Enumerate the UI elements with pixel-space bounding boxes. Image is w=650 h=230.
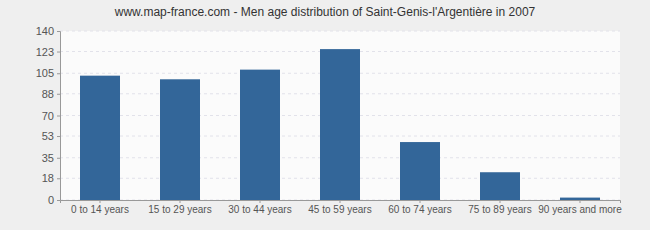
- x-tick-label: 75 to 89 years: [468, 204, 531, 215]
- bar: [160, 79, 200, 200]
- y-tick-label: 140: [36, 25, 54, 37]
- x-tick-mark: [100, 200, 101, 203]
- y-tick: 70: [42, 110, 60, 122]
- bar: [480, 172, 520, 200]
- x-tick: 75 to 89 years: [468, 200, 531, 215]
- x-axis-line: [61, 201, 621, 204]
- y-axis-line: [57, 32, 61, 201]
- y-tick: 88: [42, 88, 60, 100]
- y-tick-label: 35: [42, 152, 54, 164]
- x-tick-label: 90 years and more: [538, 204, 622, 215]
- y-tick: 0: [48, 194, 60, 206]
- y-tick-mark: [57, 200, 60, 201]
- chart: 0 18 35 53 70 88 105 123 140 0 to 14 years 15 to 2…: [0, 0, 650, 230]
- x-tick-label: 45 to 59 years: [308, 204, 371, 215]
- y-tick: 123: [36, 46, 60, 58]
- x-tick: 30 to 44 years: [228, 200, 291, 215]
- y-tick-label: 105: [36, 67, 54, 79]
- y-tick-mark: [57, 158, 60, 159]
- y-tick-label: 0: [48, 194, 54, 206]
- y-tick: 140: [36, 25, 60, 37]
- x-tick: 45 to 59 years: [308, 200, 371, 215]
- x-tick-mark: [500, 200, 501, 203]
- y-tick: 105: [36, 67, 60, 79]
- y-tick-label: 70: [42, 110, 54, 122]
- title: www.map-france.com - Men age distributio…: [114, 5, 536, 19]
- x-tick-label: 60 to 74 years: [388, 204, 451, 215]
- bar: [80, 76, 120, 200]
- y-tick-mark: [57, 94, 60, 95]
- y-axis: 0 18 35 53 70 88 105 123 140: [36, 25, 61, 206]
- grid-line: [60, 31, 620, 32]
- x-tick-mark: [340, 200, 341, 203]
- y-tick-mark: [57, 73, 60, 74]
- y-tick-mark: [57, 116, 60, 117]
- y-tick-label: 18: [42, 172, 54, 184]
- x-tick-mark: [180, 200, 181, 203]
- y-tick: 35: [42, 152, 60, 164]
- y-tick-label: 123: [36, 46, 54, 58]
- y-tick-mark: [57, 52, 60, 53]
- grid: [60, 31, 620, 200]
- x-tick: 90 years and more: [538, 200, 622, 215]
- plot-area: [60, 31, 620, 200]
- x-axis: 0 to 14 years 15 to 29 years 30 to 44 year…: [61, 200, 623, 215]
- y-tick-label: 88: [42, 88, 54, 100]
- bar: [240, 70, 280, 200]
- bar: [320, 49, 360, 200]
- x-tick-label: 30 to 44 years: [228, 204, 291, 215]
- bar: [560, 198, 600, 200]
- x-tick: 0 to 14 years: [71, 200, 129, 215]
- x-tick: 60 to 74 years: [388, 200, 451, 215]
- y-tick: 53: [42, 130, 60, 142]
- bar: [400, 142, 440, 200]
- y-tick-mark: [57, 136, 60, 137]
- x-tick-mark: [580, 200, 581, 203]
- bars: [80, 49, 600, 200]
- x-tick-mark: [420, 200, 421, 203]
- x-tick-label: 15 to 29 years: [148, 204, 211, 215]
- y-tick: 18: [42, 172, 60, 184]
- y-tick-mark: [57, 178, 60, 179]
- y-tick-mark: [57, 31, 60, 32]
- x-tick-mark: [260, 200, 261, 203]
- x-tick: 15 to 29 years: [148, 200, 211, 215]
- y-tick-label: 53: [42, 130, 54, 142]
- background: [0, 0, 650, 230]
- x-tick-label: 0 to 14 years: [71, 204, 129, 215]
